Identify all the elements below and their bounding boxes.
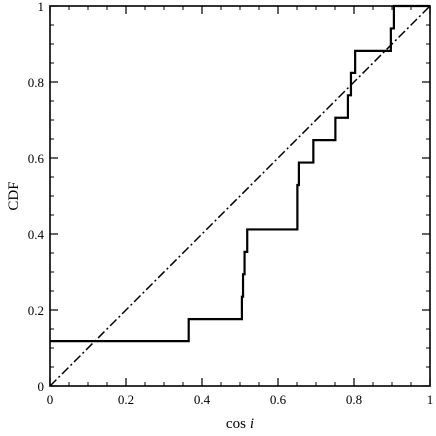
x-tick-label: 0.2	[118, 392, 134, 407]
y-axis-label: CDF	[6, 181, 22, 210]
y-tick-label: 0.2	[28, 303, 44, 318]
x-tick-label: 0.6	[270, 392, 287, 407]
x-tick-label: 1	[427, 392, 434, 407]
y-tick-label: 0.4	[28, 227, 45, 242]
x-tick-label: 0.4	[194, 392, 211, 407]
y-tick-label: 1	[38, 0, 45, 14]
y-tick-labels: 0 0.2 0.4 0.6 0.8 1	[28, 0, 45, 394]
x-axis-label-main: cos	[226, 416, 246, 432]
x-axis-label: cos i	[226, 416, 254, 432]
empirical-cdf-step-line	[50, 4, 430, 343]
axis-ticks	[49, 5, 431, 387]
uniform-reference-line	[49, 5, 431, 387]
y-tick-label: 0.6	[28, 151, 45, 166]
y-tick-label: 0	[38, 379, 45, 394]
x-axis-label-italic: i	[250, 416, 254, 432]
plot-area	[49, 4, 431, 387]
x-tick-label: 0.8	[346, 392, 362, 407]
x-tick-labels: 0 0.2 0.4 0.6 0.8 1	[47, 392, 434, 407]
y-tick-label: 0.8	[28, 75, 44, 90]
x-tick-label: 0	[47, 392, 54, 407]
